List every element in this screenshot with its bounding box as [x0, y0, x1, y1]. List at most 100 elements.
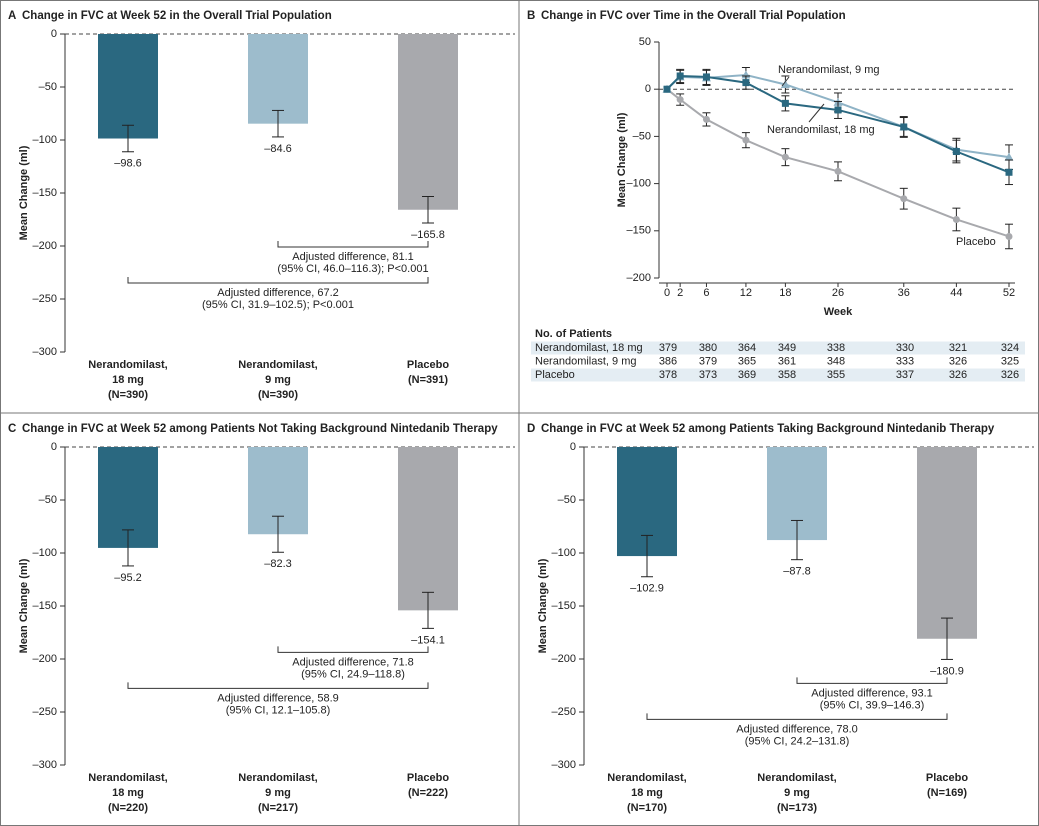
error-bar: [941, 617, 953, 660]
patient-count: 326: [949, 355, 967, 367]
x-tick-label: Nerandomilast,: [607, 772, 686, 784]
x-tick-label: (N=170): [627, 802, 667, 814]
y-tick-label: –100: [552, 547, 576, 559]
x-tick-label: 18: [779, 287, 791, 299]
panel-letter: C: [8, 423, 16, 435]
x-tick-label: Placebo: [407, 772, 449, 784]
value-label: –95.2: [114, 572, 142, 584]
marker: [900, 195, 908, 203]
patient-count: 379: [659, 342, 677, 354]
y-tick-label: –300: [33, 346, 57, 358]
x-tick-label: (N=390): [108, 389, 148, 401]
series-label: Nerandomilast, 9 mg: [778, 64, 880, 76]
panel-title: Change in FVC over Time in the Overall T…: [541, 10, 846, 22]
y-tick-label: –50: [39, 81, 57, 93]
series-label: Placebo: [956, 236, 996, 248]
bracket: [277, 240, 429, 248]
patient-count: 364: [738, 342, 756, 354]
annotation: (95% CI, 12.1–105.8): [226, 704, 331, 716]
marker: [780, 79, 790, 88]
annotation: Adjusted difference, 67.2: [217, 287, 339, 299]
annotation: (95% CI, 46.0–116.3); P<0.001: [277, 263, 428, 275]
patient-count: 378: [659, 369, 677, 381]
x-tick-label: Placebo: [407, 359, 449, 371]
x-tick-label: 52: [1003, 287, 1015, 299]
y-tick-label: 50: [639, 36, 651, 48]
x-tick-label: 18 mg: [631, 787, 663, 799]
series-label: Nerandomilast, 18 mg: [767, 124, 875, 136]
panel: D Change in FVC at Week 52 among Patients…: [527, 423, 1034, 814]
patient-count: 330: [896, 342, 914, 354]
row-label: Nerandomilast, 9 mg: [535, 355, 637, 367]
annotation: Adjusted difference, 81.1: [292, 251, 414, 263]
marker: [834, 106, 842, 114]
marker: [952, 215, 960, 223]
y-tick-label: –200: [33, 240, 57, 252]
y-tick-label: –200: [33, 653, 57, 665]
x-tick-label: Nerandomilast,: [88, 772, 167, 784]
y-axis-label: Mean Change (ml): [18, 145, 30, 240]
x-tick-label: (N=217): [258, 802, 298, 814]
patient-count: 365: [738, 355, 756, 367]
panel-title: Change in FVC at Week 52 among Patients …: [22, 423, 498, 435]
patient-count: 380: [699, 342, 717, 354]
marker: [742, 136, 750, 144]
row-label: Placebo: [535, 369, 575, 381]
x-tick-label: Nerandomilast,: [88, 359, 167, 371]
y-axis-label: Mean Change (ml): [537, 558, 549, 653]
patient-count: 338: [827, 342, 845, 354]
marker: [1004, 152, 1014, 161]
annotation: (95% CI, 24.9–118.8): [301, 668, 405, 680]
x-tick-label: 18 mg: [112, 374, 144, 386]
panel: C Change in FVC at Week 52 among Patients…: [8, 423, 515, 814]
panel-letter: B: [527, 10, 535, 22]
table-title: No. of Patients: [535, 328, 612, 340]
y-tick-label: –50: [633, 130, 651, 142]
x-tick-label: (N=390): [258, 389, 298, 401]
y-tick-label: –100: [33, 134, 57, 146]
error-bar: [272, 515, 284, 553]
annotation: Adjusted difference, 78.0: [736, 723, 858, 735]
marker: [741, 70, 751, 79]
y-tick-label: –300: [33, 759, 57, 771]
x-tick-label: 9 mg: [265, 374, 291, 386]
error-bar: [422, 195, 434, 224]
x-tick-label: Nerandomilast,: [238, 359, 317, 371]
bracket: [127, 276, 429, 284]
x-tick-label: 9 mg: [784, 787, 810, 799]
y-tick-label: –150: [552, 600, 576, 612]
y-tick-label: 0: [570, 441, 576, 453]
y-tick-label: –150: [627, 225, 651, 237]
value-label: –82.3: [264, 558, 292, 570]
value-label: –180.9: [930, 665, 964, 677]
row-shade: [531, 341, 1025, 355]
annotation: Adjusted difference, 58.9: [217, 692, 339, 704]
error-bar: [422, 591, 434, 629]
panel-letter: A: [8, 10, 16, 22]
row-label: Nerandomilast, 18 mg: [535, 342, 643, 354]
y-axis-label: Mean Change (ml): [18, 558, 30, 653]
value-label: –98.6: [114, 158, 142, 170]
y-tick-label: –150: [33, 600, 57, 612]
patient-count: 326: [949, 369, 967, 381]
x-tick-label: 6: [703, 287, 709, 299]
annotation: Adjusted difference, 93.1: [811, 687, 933, 699]
x-tick-label: (N=391): [408, 374, 448, 386]
patient-count: 355: [827, 369, 845, 381]
x-tick-label: 0: [664, 287, 670, 299]
annotation: (95% CI, 39.9–146.3): [820, 699, 925, 711]
y-tick-label: –250: [33, 293, 57, 305]
x-tick-label: 44: [950, 287, 962, 299]
value-label: –154.1: [411, 634, 445, 646]
patient-count: 348: [827, 355, 845, 367]
error-bar: [641, 534, 653, 578]
marker: [676, 96, 684, 104]
y-tick-label: 0: [51, 441, 57, 453]
bracket: [796, 677, 948, 684]
y-tick-label: 0: [645, 83, 651, 95]
bracket: [646, 713, 948, 720]
patient-count: 373: [699, 369, 717, 381]
y-tick-label: –200: [627, 272, 651, 284]
bar: [398, 447, 458, 611]
annotation: (95% CI, 31.9–102.5); P<0.001: [202, 299, 354, 311]
